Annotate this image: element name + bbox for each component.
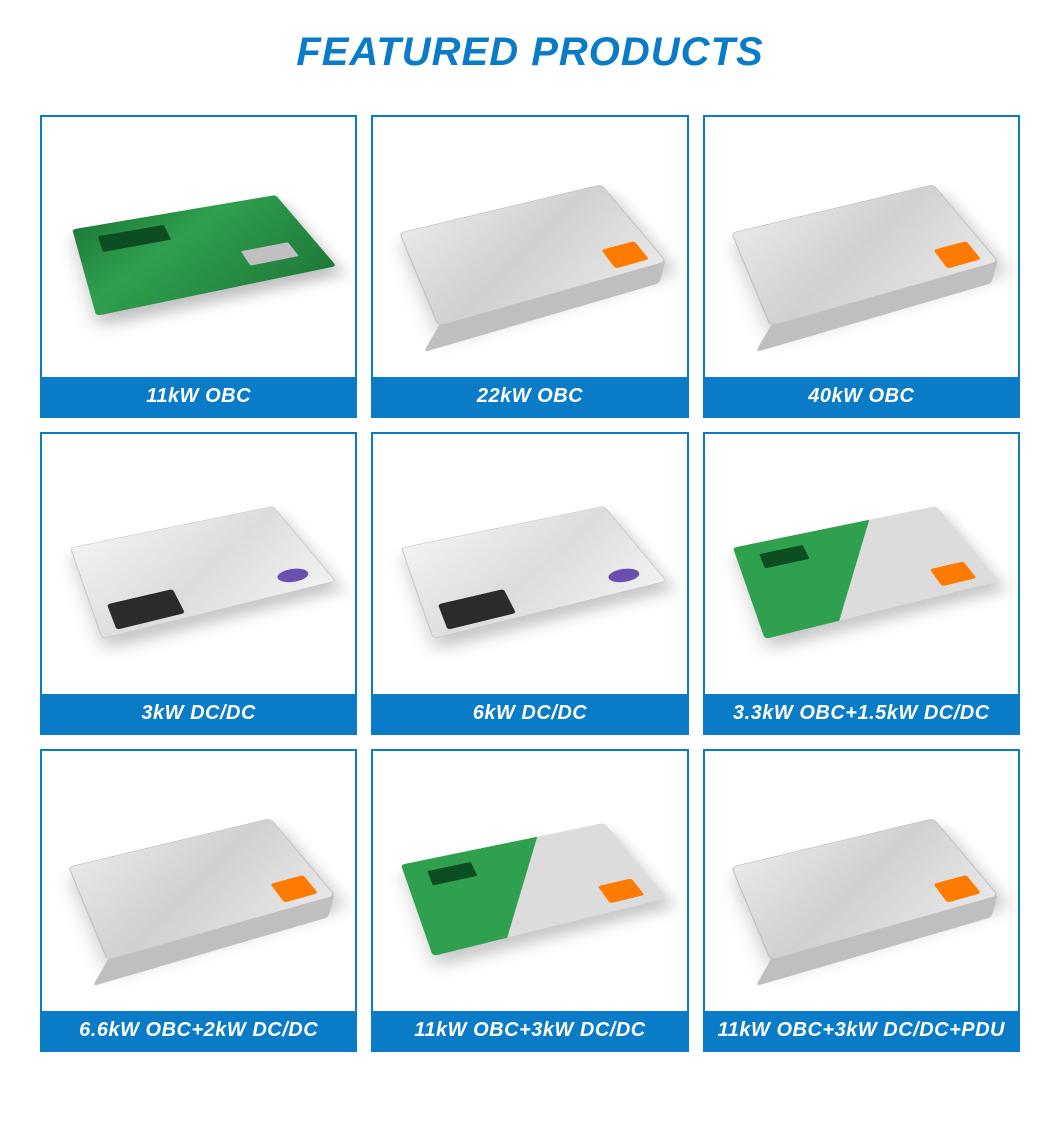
product-card[interactable]: 22kW OBC (371, 115, 688, 418)
product-card[interactable]: 11kW OBC+3kW DC/DC (371, 749, 688, 1052)
product-grid: 11kW OBC 22kW OBC 40kW OBC 3kW DC/DC 6kW DC/… (40, 115, 1020, 1052)
product-image (705, 751, 1018, 1011)
product-illustration (70, 506, 336, 639)
product-image (42, 434, 355, 694)
product-label: 11kW OBC (42, 377, 355, 416)
product-label: 40kW OBC (705, 377, 1018, 416)
product-image (42, 751, 355, 1011)
product-image (42, 117, 355, 377)
product-label: 3.3kW OBC+1.5kW DC/DC (705, 694, 1018, 733)
product-illustration (68, 818, 336, 960)
product-card[interactable]: 6.6kW OBC+2kW DC/DC (40, 749, 357, 1052)
product-label: 3kW DC/DC (42, 694, 355, 733)
product-label: 22kW OBC (373, 377, 686, 416)
product-illustration (731, 184, 999, 326)
product-label: 11kW OBC+3kW DC/DC (373, 1011, 686, 1050)
product-card[interactable]: 3kW DC/DC (40, 432, 357, 735)
product-image (373, 434, 686, 694)
product-card[interactable]: 6kW DC/DC (371, 432, 688, 735)
product-image (373, 751, 686, 1011)
product-label: 6kW DC/DC (373, 694, 686, 733)
product-label: 6.6kW OBC+2kW DC/DC (42, 1011, 355, 1050)
product-illustration (731, 818, 999, 960)
product-label: 11kW OBC+3kW DC/DC+PDU (705, 1011, 1018, 1050)
page-title: FEATURED PRODUCTS (40, 30, 1020, 75)
product-illustration (399, 184, 667, 326)
product-illustration (401, 506, 667, 639)
product-card[interactable]: 40kW OBC (703, 115, 1020, 418)
product-image (705, 117, 1018, 377)
product-card[interactable]: 3.3kW OBC+1.5kW DC/DC (703, 432, 1020, 735)
product-card[interactable]: 11kW OBC (40, 115, 357, 418)
product-image (705, 434, 1018, 694)
product-illustration (401, 823, 667, 956)
product-card[interactable]: 11kW OBC+3kW DC/DC+PDU (703, 749, 1020, 1052)
product-image (373, 117, 686, 377)
product-illustration (733, 506, 999, 639)
product-illustration (72, 195, 336, 316)
